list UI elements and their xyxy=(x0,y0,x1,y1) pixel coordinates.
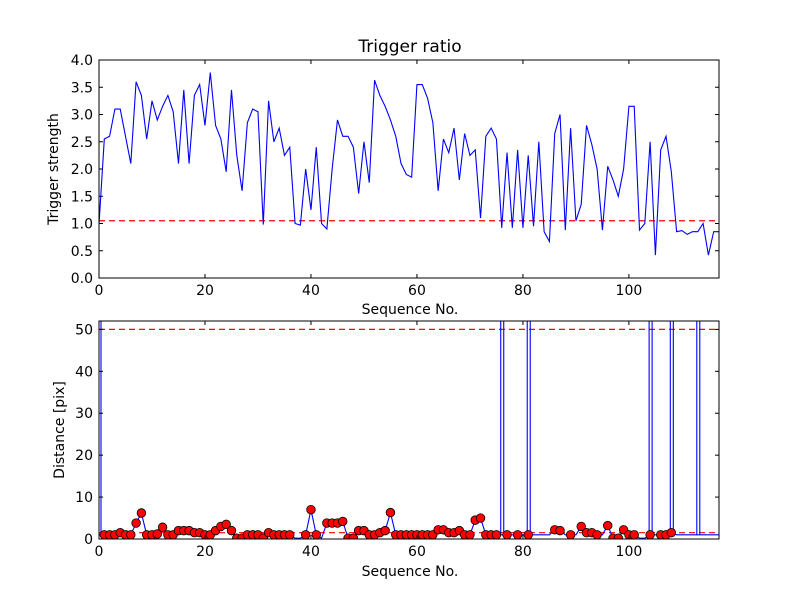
bottom-plot-area: 0 20 40 60 80 100 0 10 20 30 40 50 xyxy=(75,320,720,560)
x-tick-label-0: 0 xyxy=(95,283,104,299)
data-point-10 xyxy=(152,529,162,539)
x-tick-label-2: 40 xyxy=(302,544,320,560)
y-tick-label-3: 1.5 xyxy=(71,189,93,205)
top-chart-title: Trigger ratio xyxy=(357,37,461,57)
x-tick-label-4: 80 xyxy=(514,544,532,560)
data-point-7 xyxy=(136,508,147,518)
x-tick-label-4: 80 xyxy=(514,283,532,299)
y-tick-label-8: 4.0 xyxy=(71,53,93,69)
y-tick-label-4: 40 xyxy=(75,364,93,380)
data-point-51 xyxy=(385,507,396,518)
top-plot-area: 0 20 40 60 80 100 0.0 0.5 1.0 1.5 2.0 2.5 3.0 3.5 4.0 xyxy=(71,53,720,299)
data-point-73 xyxy=(512,530,523,539)
data-point-6 xyxy=(131,518,141,528)
data-point-24 xyxy=(226,525,237,536)
data-point-78 xyxy=(576,521,586,532)
data-point-23 xyxy=(221,519,231,530)
y-tick-label-5: 50 xyxy=(75,322,93,338)
x-tick-label-0: 0 xyxy=(95,544,104,560)
x-tick-label-2: 40 xyxy=(302,283,320,299)
data-point-76 xyxy=(555,525,565,536)
data-point-38 xyxy=(311,530,321,539)
bottom-chart-xlabel: Sequence No. xyxy=(362,564,459,580)
y-tick-label-5: 2.5 xyxy=(71,135,93,151)
y-tick-label-7: 3.5 xyxy=(71,80,93,96)
axes-frame xyxy=(98,320,720,540)
y-tick-label-3: 30 xyxy=(75,406,93,422)
data-point-87 xyxy=(629,530,639,539)
data-point-88 xyxy=(645,530,655,539)
x-tick-label-5: 100 xyxy=(616,544,643,560)
data-point-71 xyxy=(491,530,502,539)
data-point-82 xyxy=(603,520,613,531)
data-point-74 xyxy=(523,530,533,539)
top-chart-ylabel: Trigger strength xyxy=(46,113,62,226)
x-tick-label-1: 20 xyxy=(196,283,214,299)
data-point-11 xyxy=(157,522,168,532)
data-point-37 xyxy=(306,504,316,515)
data-point-66 xyxy=(465,530,475,539)
y-tick-label-0: 0.0 xyxy=(71,271,93,287)
data-point-42 xyxy=(338,516,348,527)
data-point-91 xyxy=(666,528,677,538)
data-point-84 xyxy=(613,533,624,539)
data-point-5 xyxy=(126,530,136,539)
x-tick-label-1: 20 xyxy=(196,544,214,560)
y-tick-label-4: 2.0 xyxy=(71,162,93,178)
y-tick-label-0: 0 xyxy=(84,532,93,548)
series-line xyxy=(99,72,719,256)
data-point-36 xyxy=(300,530,311,539)
data-point-72 xyxy=(502,530,512,539)
plot-content xyxy=(99,72,719,256)
data-point-50 xyxy=(380,525,390,536)
y-tick-label-6: 3.0 xyxy=(71,108,93,124)
y-tick-label-2: 20 xyxy=(75,448,93,464)
data-point-44 xyxy=(348,533,359,539)
y-tick-label-1: 0.5 xyxy=(71,244,93,260)
data-point-35 xyxy=(285,530,295,539)
data-point-81 xyxy=(592,530,602,539)
plot-content xyxy=(99,321,719,539)
data-point-77 xyxy=(565,530,576,539)
y-tick-label-1: 10 xyxy=(75,490,93,506)
y-tick-label-2: 1.0 xyxy=(71,217,93,233)
x-tick-label-5: 100 xyxy=(616,283,643,299)
bottom-chart-ylabel: Distance [pix] xyxy=(52,381,68,479)
x-tick-label-3: 60 xyxy=(408,283,426,299)
top-chart-xlabel: Sequence No. xyxy=(362,302,459,318)
data-point-68 xyxy=(475,513,486,523)
x-tick-label-3: 60 xyxy=(408,544,426,560)
